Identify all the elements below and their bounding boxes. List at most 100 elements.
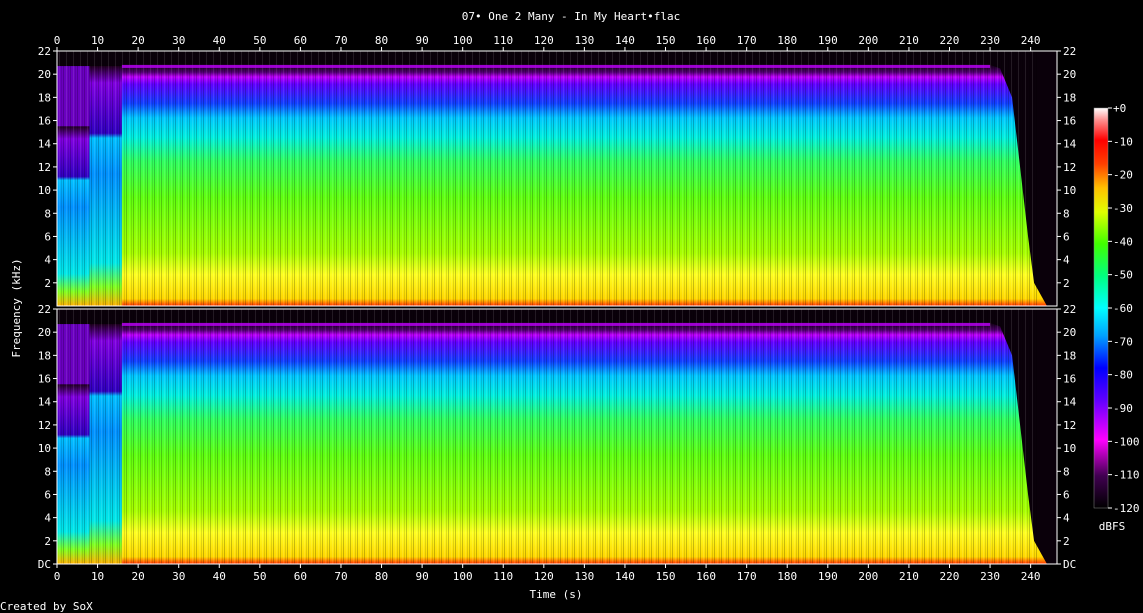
ceiling-band	[121, 64, 991, 68]
x-tick-label-bottom: 40	[213, 570, 226, 583]
colorbar-tick-label: -80	[1113, 369, 1133, 382]
y-tick-label-left: 14	[38, 396, 52, 409]
colorbar-label: dBFS	[1099, 520, 1126, 533]
colorbar-ticks: +0 -10 -20 -30 -40 -50 -60 -70 -80 -90 -100 -110 -12…	[1108, 102, 1140, 515]
colorbar-tick-label: -60	[1113, 302, 1133, 315]
x-tick-label-bottom: 150	[656, 570, 676, 583]
y-tick-label-right: 2	[1063, 535, 1070, 548]
x-tick-label-bottom: 140	[615, 570, 635, 583]
colorbar-tick-label: -90	[1113, 402, 1133, 415]
x-tick-label-bottom: 0	[54, 570, 61, 583]
y-tick-label-left: 10	[38, 184, 51, 197]
x-tick-label-top: 40	[213, 34, 226, 47]
x-tick-label-top: 50	[253, 34, 266, 47]
x-tick-label-bottom: 90	[415, 570, 428, 583]
channel-panel-2	[56, 308, 1058, 565]
x-tick-label-bottom: 100	[453, 570, 473, 583]
texture-stripes	[57, 51, 1037, 306]
y-tick-label-right: 4	[1063, 254, 1070, 267]
y-tick-label-left: 2	[44, 535, 51, 548]
colorbar-tick-label: -70	[1113, 335, 1133, 348]
credit-text: Created by SoX	[0, 600, 93, 613]
colorbar-tick-label: -40	[1113, 235, 1133, 248]
colorbar-tick-label: -20	[1113, 169, 1133, 182]
x-tick-label-bottom: 70	[334, 570, 347, 583]
y-tick-label-left: 20	[38, 68, 51, 81]
colorbar-tick-label: -50	[1113, 269, 1133, 282]
x-tick-label-bottom: 60	[294, 570, 307, 583]
y-tick-label-right: 4	[1063, 512, 1070, 525]
y-tick-label-left: 8	[44, 465, 51, 478]
x-tick-label-bottom: 20	[132, 570, 145, 583]
x-tick-label-bottom: 190	[818, 570, 838, 583]
y-tick-label-right: 2	[1063, 277, 1070, 290]
x-tick-label-bottom: 10	[91, 570, 104, 583]
x-tick-label-top: 230	[980, 34, 1000, 47]
x-tick-label-top: 80	[375, 34, 388, 47]
y-tick-label-left: 22	[38, 45, 51, 58]
ceiling-band	[121, 322, 991, 326]
x-tick-label-bottom: 110	[493, 570, 513, 583]
y-tick-label-left: 6	[44, 488, 51, 501]
y-tick-label-right: 12	[1063, 419, 1076, 432]
chart-title: 07• One 2 Many - In My Heart•flac	[462, 10, 681, 23]
x-tick-label-top: 130	[574, 34, 594, 47]
panel-frame	[56, 50, 1058, 307]
y-tick-label-right: 20	[1063, 326, 1076, 339]
x-tick-label-top: 30	[172, 34, 185, 47]
x-axis-bottom: 0 10 20 30 40 50 60 70 80 90 100 110 120 130 140 150 160…	[54, 564, 1041, 583]
x-tick-label-bottom: 160	[696, 570, 716, 583]
y-tick-label-right: 18	[1063, 349, 1076, 362]
x-tick-label-top: 210	[899, 34, 919, 47]
x-tick-label-top: 190	[818, 34, 838, 47]
x-tick-label-top: 160	[696, 34, 716, 47]
y-tick-label-left: 4	[44, 254, 51, 267]
x-tick-label-top: 0	[54, 34, 61, 47]
texture-stripes	[57, 309, 1037, 564]
x-tick-label-bottom: 170	[737, 570, 757, 583]
y-tick-label-left: 2	[44, 277, 51, 290]
x-tick-label-bottom: 80	[375, 570, 388, 583]
y-tick-label-right: 18	[1063, 91, 1076, 104]
colorbar-gradient	[1093, 107, 1109, 509]
x-tick-label-top: 100	[453, 34, 473, 47]
y-tick-label-right: 14	[1063, 396, 1077, 409]
x-tick-label-bottom: 130	[574, 570, 594, 583]
colorbar-tick-label: -10	[1113, 135, 1133, 148]
x-tick-label-top: 170	[737, 34, 757, 47]
y-tick-label-right: DC	[1063, 558, 1076, 571]
y-tick-label-right: 16	[1063, 115, 1076, 128]
x-tick-label-top: 180	[777, 34, 797, 47]
y-tick-label-right: 22	[1063, 45, 1076, 58]
y-tick-label-left: DC	[38, 558, 51, 571]
y-tick-label-right: 8	[1063, 207, 1070, 220]
y-tick-label-right: 10	[1063, 184, 1076, 197]
y-tick-label-left: 8	[44, 207, 51, 220]
x-tick-label-top: 10	[91, 34, 104, 47]
colorbar: +0 -10 -20 -30 -40 -50 -60 -70 -80 -90 -100 -110 -12…	[1093, 102, 1140, 533]
x-tick-label-bottom: 30	[172, 570, 185, 583]
y-tick-label-left: 12	[38, 419, 51, 432]
x-axis-top: 0 10 20 30 40 50 60 70 80 90 100 110 120 130 140 150 160…	[54, 34, 1041, 51]
channel-panel-1	[56, 50, 1058, 307]
y-tick-label-left: 6	[44, 230, 51, 243]
y-tick-label-right: 12	[1063, 161, 1076, 174]
x-tick-label-bottom: 210	[899, 570, 919, 583]
y-tick-label-right: 14	[1063, 138, 1077, 151]
x-tick-label-bottom: 220	[940, 570, 960, 583]
y-tick-label-left: 18	[38, 349, 51, 362]
y-tick-label-right: 6	[1063, 230, 1070, 243]
y-tick-label-left: 14	[38, 138, 52, 151]
y-tick-label-left: 22	[38, 303, 51, 316]
y-tick-label-right: 10	[1063, 442, 1076, 455]
y-tick-label-left: 10	[38, 442, 51, 455]
y-tick-label-right: 22	[1063, 303, 1076, 316]
y-axis-label: Frequency (kHz)	[10, 258, 23, 357]
y-tick-label-left: 16	[38, 373, 51, 386]
y-tick-label-left: 4	[44, 512, 51, 525]
y-tick-label-left: 12	[38, 161, 51, 174]
x-tick-label-top: 90	[415, 34, 428, 47]
x-tick-label-bottom: 50	[253, 570, 266, 583]
colorbar-tick-label: -100	[1113, 435, 1140, 448]
